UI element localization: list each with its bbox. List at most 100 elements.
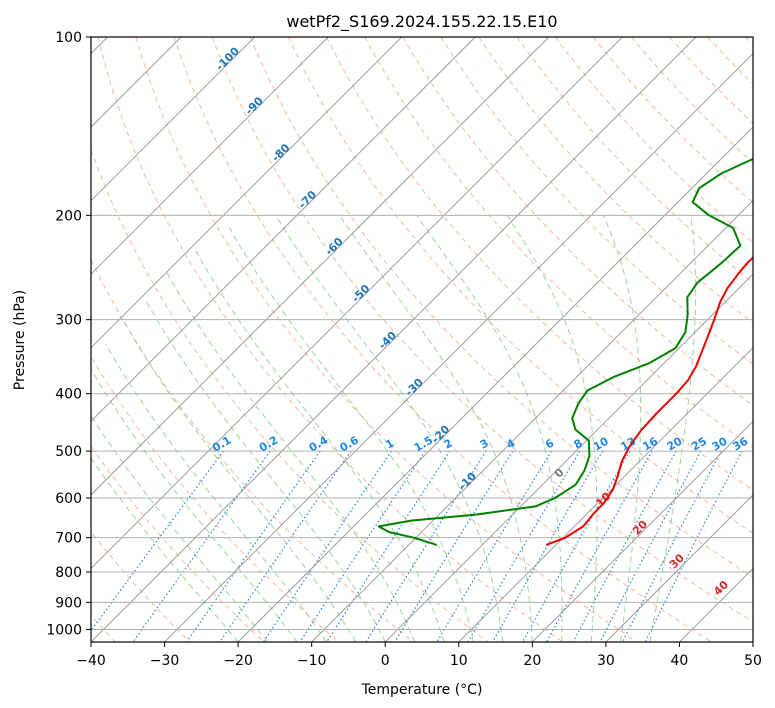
x-axis: −40 −30 −20 −10 0 10 20 30 40 50 [76,642,762,669]
isotherm-line [91,37,697,642]
isotherm-label: -30 [403,376,426,399]
moist-adiabat [649,215,697,642]
dry-adiabat [516,37,753,284]
x-tick-label: −10 [297,653,327,669]
isotherm-line [311,199,753,642]
y-tick-label: 500 [55,444,82,460]
mixing-ratio-line [394,450,514,642]
x-tick-label: 20 [523,653,541,669]
dry-adiabat [669,37,753,125]
mixing-ratio-line [599,450,702,642]
wet-adiabat-label: 40 [711,578,731,598]
moist-adiabat [228,227,474,642]
isotherm-line [91,37,329,275]
dry-adiabat [707,37,753,85]
y-tick-label: 300 [55,313,82,329]
dry-adiabat [91,445,265,642]
x-tick-label: 0 [381,653,390,669]
mixing-ratio-line [299,450,426,642]
plot-frame [90,36,754,643]
mixing-ratio-line [436,450,553,642]
isotherm-label: -80 [269,141,292,164]
moist-adiabat [506,215,598,642]
moist-adiabat [146,301,386,642]
x-tick-label: −30 [150,653,180,669]
dry-adiabat [592,37,753,204]
moist-adiabat [122,319,357,642]
dry-adiabat [173,37,713,642]
dry-adiabat [364,37,753,449]
dry-adiabat [135,37,638,642]
dry-adiabat [478,37,753,324]
series-lines [377,157,753,546]
isotherm-line [91,37,623,570]
isotherm-line [237,126,753,642]
isotherm-label: -40 [376,329,399,352]
dry-adiabat [249,37,753,578]
dry-adiabat [91,258,414,642]
mixing-ratio-line [622,450,722,642]
dry-adiabat [630,37,753,164]
background-lines [91,37,753,642]
isotherm-line [91,37,476,423]
y-tick-label: 400 [55,387,82,403]
mixing-ratio-line [492,450,604,642]
mixing-ratio-line [521,450,631,642]
isotherm-label: -10 [456,469,479,492]
dry-adiabat [97,37,563,642]
isotherm-labels: -100-90-80-70-60-50-40-30-20-10 [213,44,479,492]
isotherm-line [91,37,550,496]
dry-adiabat [91,530,191,642]
mixing-ratio-line [467,450,581,642]
y-tick-label: 600 [55,491,82,507]
dry-adiabat [402,37,753,407]
dewpoint-line [377,157,753,546]
temperature-line [545,256,753,546]
mixing-ratio-label: 2 [442,437,455,452]
x-tick-label: 50 [744,653,762,669]
dry-adiabat [554,37,753,244]
moist-adiabat [275,215,504,642]
dry-adiabat [745,37,753,46]
x-tick-label: 40 [671,653,689,669]
moist-adiabat [91,414,268,642]
dry-adiabat [91,148,489,642]
mixing-ratio-label: 4 [504,436,517,451]
y-axis: 1000 900 800 700 600 500 400 300 200 100 [46,30,91,638]
moist-adiabat [195,251,445,642]
isotherm-label: -90 [243,94,266,117]
isotherm-label: -100 [213,44,242,73]
y-tick-label: 700 [55,531,82,547]
isotherm-line [458,347,753,642]
mixing-ratio-line [219,450,352,642]
y-tick-label: 1000 [46,622,82,638]
moist-adiabat [602,215,642,642]
isotherm-label: -70 [296,188,319,211]
x-tick-label: −40 [76,653,106,669]
y-tick-label: 900 [55,595,82,611]
isotherm-line [384,273,753,642]
grid-lines [91,37,753,642]
wet-adiabat-label: 20 [630,518,650,538]
mixing-ratio-line [572,450,677,642]
mixing-ratio-line [365,450,487,642]
isotherm-line [164,52,753,642]
dry-adiabat [440,37,753,365]
y-tick-label: 800 [55,565,82,581]
y-axis-title: Pressure (hPa) [12,290,28,390]
dry-adiabat [211,37,753,623]
x-tick-label: 30 [597,653,615,669]
chart-title: wetPf2_S169.2024.155.22.15.E10 [286,12,557,32]
mixing-ratio-label: 1 [383,437,396,452]
moist-adiabat [166,272,416,642]
moist-adiabat [91,457,239,642]
isotherm-line [531,420,753,642]
moist-adiabat [416,215,563,642]
isotherm-line [91,37,256,202]
moist-adiabat [91,368,298,642]
isotherm-label: -60 [323,235,346,258]
y-tick-label: 200 [55,208,82,224]
isotherm-line [605,494,753,642]
